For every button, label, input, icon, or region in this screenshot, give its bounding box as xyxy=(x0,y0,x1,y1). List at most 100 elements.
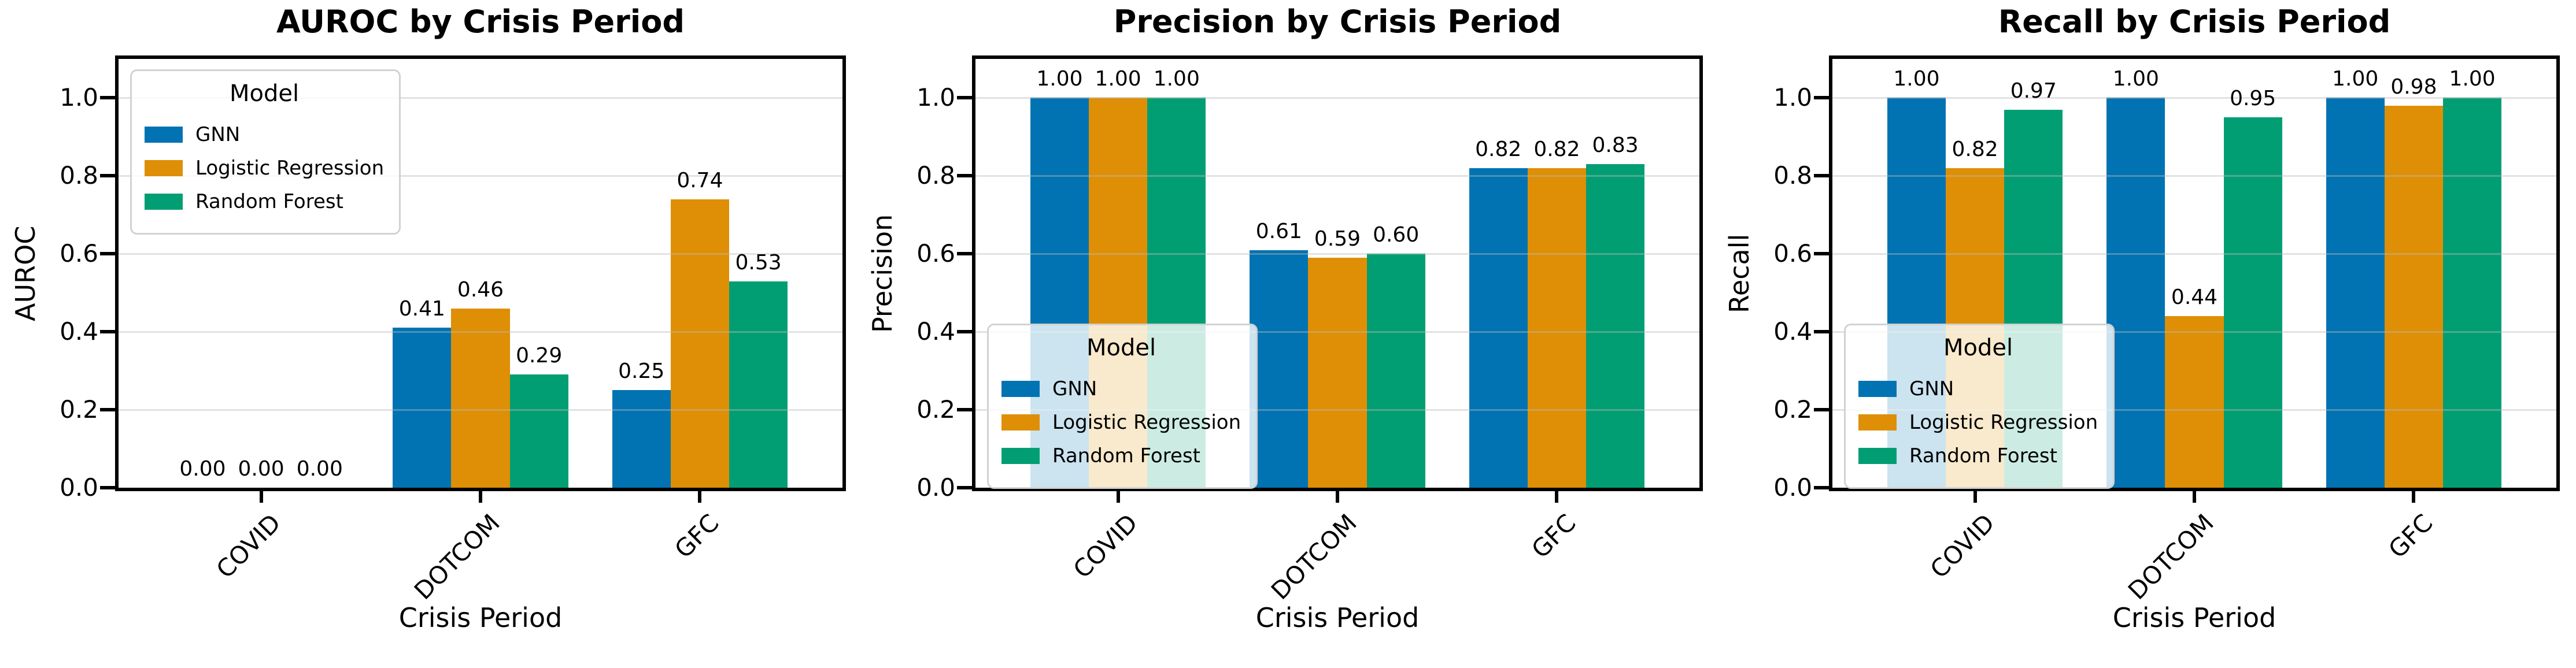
bar-random-forest-dotcom xyxy=(1366,254,1425,488)
y-tick-label: 0.2 xyxy=(1773,395,1812,424)
bar-value-label: 0.00 xyxy=(238,457,284,481)
legend-entry-logistic-regression: Logistic Regression xyxy=(1858,411,2098,434)
x-tick-mark xyxy=(1336,491,1339,503)
bar-value-label: 1.00 xyxy=(2112,67,2159,91)
bar-value-label: 0.95 xyxy=(2230,87,2276,111)
legend-label: GNN xyxy=(1052,377,1097,400)
legend: Model GNN Logistic Regression Random For… xyxy=(987,324,1258,489)
bar-gnn-gfc xyxy=(1469,168,1528,488)
bar-value-label: 1.00 xyxy=(1095,67,1141,91)
gridline-y-0.2 xyxy=(119,409,842,411)
y-tick-mark xyxy=(957,486,972,489)
legend-swatch-logistic-regression xyxy=(1858,414,1897,431)
y-tick-label: 0.6 xyxy=(916,239,955,268)
y-tick-label: 0.4 xyxy=(60,317,98,346)
bar-gnn-dotcom xyxy=(1250,250,1309,488)
subplot-recall: Recall by Crisis Period Recall 1.00 0.82 0… xyxy=(1714,0,2573,668)
bar-value-label: 1.00 xyxy=(1036,67,1083,91)
y-tick-label: 0.0 xyxy=(916,473,955,502)
gridline-y-0.6 xyxy=(1832,253,2556,255)
y-tick-mark xyxy=(100,174,115,178)
legend-entry-logistic-regression: Logistic Regression xyxy=(145,157,384,180)
bar-value-label: 0.83 xyxy=(1592,133,1639,158)
chart-title: AUROC by Crisis Period xyxy=(276,3,685,40)
bar-random-forest-dotcom xyxy=(2223,117,2282,488)
y-tick-mark xyxy=(957,96,972,100)
bar-value-label: 0.97 xyxy=(2010,79,2057,103)
y-tick-label: 1.0 xyxy=(916,83,955,112)
bar-value-label: 0.61 xyxy=(1255,219,1302,243)
gridline-y-0.6 xyxy=(119,253,842,255)
x-tick-label-dotcom: DOTCOM xyxy=(1265,509,1362,606)
y-tick-mark xyxy=(100,96,115,100)
y-tick-mark xyxy=(1814,486,1829,489)
gridline-y-0.2 xyxy=(1832,409,2556,411)
bar-value-label: 0.59 xyxy=(1314,227,1361,251)
bar-logistic-regression-gfc xyxy=(1527,168,1586,488)
bar-value-label: 0.74 xyxy=(677,168,723,192)
bar-value-label: 0.00 xyxy=(179,457,226,481)
x-tick-mark xyxy=(259,491,263,503)
bar-gnn-dotcom xyxy=(393,328,452,488)
bar-value-label: 1.00 xyxy=(1893,67,1940,91)
legend-label: Logistic Regression xyxy=(195,157,385,180)
legend-label: GNN xyxy=(1909,377,1954,400)
y-tick-label: 1.0 xyxy=(60,83,98,112)
bar-logistic-regression-dotcom xyxy=(1308,258,1367,488)
legend-label: Logistic Regression xyxy=(1052,411,1241,434)
bar-value-label: 0.82 xyxy=(1533,137,1580,161)
bar-gnn-gfc xyxy=(612,390,671,488)
y-tick-mark xyxy=(957,174,972,178)
gridline-y-0.8 xyxy=(1832,175,2556,177)
legend-label: Random Forest xyxy=(195,190,343,213)
y-tick-label: 0.8 xyxy=(60,161,98,190)
y-tick-label: 0.6 xyxy=(1773,239,1812,268)
bar-value-label: 0.82 xyxy=(1475,137,1522,161)
bar-value-label: 0.82 xyxy=(1952,137,1998,161)
legend-entry-random-forest: Random Forest xyxy=(145,190,384,213)
x-axis-label: Crisis Period xyxy=(1255,602,1420,633)
legend-title: Model xyxy=(1086,335,1156,361)
bar-random-forest-gfc xyxy=(1585,164,1645,488)
legend-entry-random-forest: Random Forest xyxy=(1001,444,1241,467)
bar-value-label: 0.00 xyxy=(296,457,343,481)
legend-swatch-gnn xyxy=(145,127,183,143)
legend: Model GNN Logistic Regression Random For… xyxy=(130,69,401,235)
bar-logistic-regression-gfc xyxy=(670,199,729,488)
gridline-y-1.0 xyxy=(975,97,1699,99)
x-tick-label-covid: COVID xyxy=(210,509,286,584)
x-tick-label-gfc: GFC xyxy=(2383,509,2439,564)
y-tick-label: 0.8 xyxy=(1773,161,1812,190)
x-tick-label-dotcom: DOTCOM xyxy=(2122,509,2219,606)
y-tick-mark xyxy=(957,252,972,256)
y-tick-label: 0.0 xyxy=(1773,473,1812,502)
legend-swatch-random-forest xyxy=(145,194,183,210)
subplot-precision: Precision by Crisis Period Precision 1.0… xyxy=(857,0,1716,668)
chart-title: Precision by Crisis Period xyxy=(1113,3,1562,40)
bar-random-forest-gfc xyxy=(729,281,788,488)
gridline-y-0.6 xyxy=(975,253,1699,255)
gridline-y-1.0 xyxy=(1832,97,2556,99)
y-tick-label: 1.0 xyxy=(1773,83,1812,112)
bar-value-label: 1.00 xyxy=(2332,67,2379,91)
bar-value-label: 0.60 xyxy=(1373,223,1420,247)
y-tick-mark xyxy=(100,486,115,489)
gridline-y-0.4 xyxy=(1832,331,2556,333)
x-tick-label-gfc: GFC xyxy=(669,509,725,564)
y-tick-mark xyxy=(100,252,115,256)
legend-swatch-random-forest xyxy=(1001,448,1040,464)
y-tick-label: 0.8 xyxy=(916,161,955,190)
bar-value-label: 0.44 xyxy=(2171,285,2218,310)
gridline-y-1.0 xyxy=(119,97,842,99)
x-tick-label-gfc: GFC xyxy=(1526,509,1582,564)
y-tick-mark xyxy=(100,408,115,412)
y-tick-mark xyxy=(957,408,972,412)
bar-logistic-regression-dotcom xyxy=(451,308,510,488)
y-tick-label: 0.2 xyxy=(60,395,98,424)
x-tick-label-dotcom: DOTCOM xyxy=(408,509,505,606)
x-tick-mark xyxy=(479,491,482,503)
y-tick-label: 0.4 xyxy=(1773,317,1812,346)
y-tick-mark xyxy=(1814,408,1829,412)
bar-value-label: 0.41 xyxy=(398,297,445,321)
